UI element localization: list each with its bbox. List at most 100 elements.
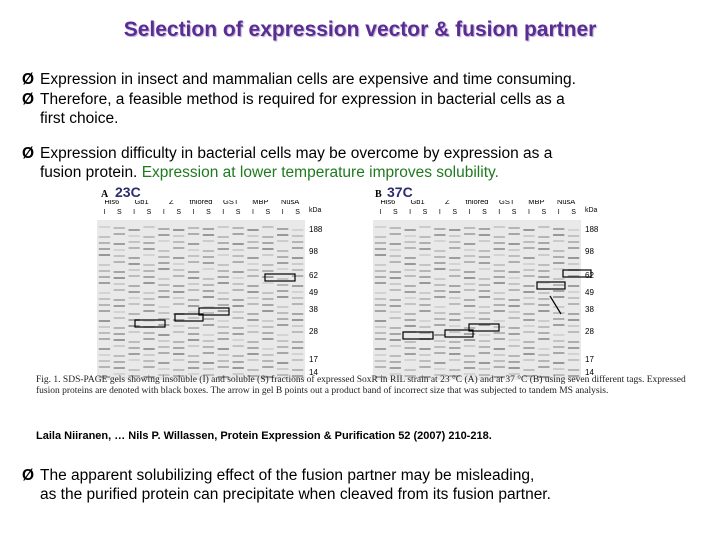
gel-a-band — [291, 325, 304, 327]
gel-b-lane-label: I — [469, 209, 471, 216]
gel-a-band — [173, 341, 185, 343]
gel-a-band — [247, 275, 259, 277]
gel-b-band — [523, 319, 535, 321]
gel-b-band — [449, 331, 461, 333]
gel-b-band — [389, 345, 401, 347]
gel-a-band — [232, 255, 244, 257]
gel-b-lane-label: I — [498, 209, 500, 216]
gel-a-band — [143, 248, 155, 250]
gel-b-band — [523, 257, 535, 259]
gel-b-band — [567, 229, 580, 231]
gel-b-band — [404, 341, 416, 343]
gel-b-band — [404, 257, 416, 259]
gel-b-lane-label: I — [409, 209, 411, 216]
gel-b-band — [404, 369, 416, 371]
gel-b-marker-label: 28 — [585, 327, 594, 336]
gel-a-band — [158, 228, 170, 230]
gel-a-band — [277, 228, 289, 230]
gel-b-band — [553, 296, 565, 298]
gel-a-band — [232, 271, 244, 273]
gel-a-band — [187, 373, 200, 375]
gel-a-fusion-box — [264, 273, 296, 282]
gel-a-band — [128, 257, 140, 259]
gel-b-lane-label: I — [528, 209, 530, 216]
gel-a-band — [247, 313, 259, 315]
gel-b-band — [553, 262, 565, 264]
gel-a-band — [291, 347, 304, 349]
gel-a-band — [232, 367, 244, 369]
gel-a-band — [113, 249, 125, 251]
gel-b-band — [538, 304, 550, 306]
gel-a-band — [113, 289, 125, 291]
gel-a-band — [98, 354, 111, 356]
gel-b-band — [553, 240, 565, 242]
gel-b-band — [463, 255, 476, 257]
gel-b-band — [538, 276, 550, 278]
gel-b-band — [493, 320, 505, 322]
gel-b-band — [449, 257, 461, 259]
slide-title: Selection of expression vector & fusion … — [123, 18, 597, 41]
gel-a-band — [98, 226, 111, 228]
gel-a-band — [113, 227, 125, 229]
gel-b-band — [553, 362, 565, 364]
gel-a-band — [232, 277, 244, 279]
gel-a-lane-label: I — [282, 209, 284, 216]
gel-a-band — [202, 362, 215, 364]
gel-b-partner-label: NusA — [557, 200, 575, 206]
gel-b-band — [449, 285, 461, 287]
gel-b-partner-label: Z — [445, 200, 450, 206]
gel-b-band — [389, 299, 401, 301]
gel-a-band — [202, 268, 215, 270]
gel-b-band — [389, 317, 401, 319]
gel-a-band — [202, 340, 215, 342]
gel-a-band — [143, 236, 155, 238]
gel-a-fusion-box — [174, 313, 204, 322]
gel-b-band — [567, 241, 580, 243]
gel-a-band — [247, 257, 259, 259]
gel-a-band — [277, 290, 289, 292]
gel-a-band — [128, 313, 140, 315]
gel-b-band — [553, 228, 565, 230]
gel-a-band — [291, 257, 304, 259]
gel-a-band — [277, 362, 289, 364]
gel-b-band — [404, 319, 416, 321]
gel-b-band — [404, 263, 416, 265]
gel-b-band — [567, 297, 580, 299]
gel-b-lane-label: S — [482, 209, 487, 216]
gel-b-band — [449, 229, 461, 231]
gel-b-band — [493, 348, 505, 350]
gel-a-band — [217, 248, 229, 250]
gel-a-band — [247, 241, 259, 243]
gel-b-band — [463, 299, 476, 301]
gel-b-lane-label: S — [512, 209, 517, 216]
gel-b-band — [419, 360, 431, 362]
gel-b-band — [434, 240, 446, 242]
gel-b-band — [567, 369, 580, 371]
gel-a-band — [187, 311, 200, 313]
gel-b-lane-label: S — [393, 209, 398, 216]
gel-b-band — [449, 353, 461, 355]
gel-b-band — [463, 283, 476, 285]
gel-b-band — [538, 338, 550, 340]
gel-b-band — [493, 304, 505, 306]
gel-a-band — [98, 276, 111, 278]
gel-b-band — [493, 376, 505, 378]
gel-a-band — [143, 366, 155, 368]
gel-a-band — [187, 261, 200, 263]
gel-a-band — [262, 226, 274, 228]
gel-b-band — [463, 361, 476, 363]
gel-b-band — [389, 283, 401, 285]
gel-b-band — [419, 248, 431, 250]
gel-a-band — [217, 254, 229, 256]
gel-b-band — [508, 289, 520, 291]
gel-b-band — [374, 366, 387, 368]
gel-a-band — [232, 283, 244, 285]
gel-a-band — [291, 235, 304, 237]
gel-a-band — [187, 243, 200, 245]
gel-b-marker-label: 49 — [585, 288, 594, 297]
gel-b-band — [523, 275, 535, 277]
arrow-bullet-icon: Ø — [22, 71, 35, 88]
gel-b-band — [374, 292, 387, 294]
gel-a-band — [262, 236, 274, 238]
gel-a-marker-label: 188 — [309, 225, 323, 234]
